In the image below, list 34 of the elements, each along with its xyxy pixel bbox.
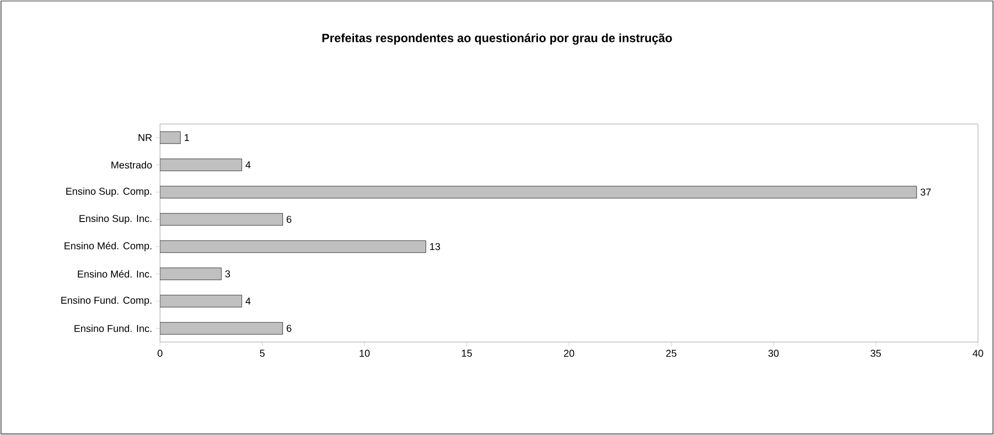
- data-label: 6: [286, 324, 292, 332]
- x-tick-label: 20: [564, 350, 574, 357]
- x-tick-label: 25: [666, 350, 676, 357]
- data-label: 4: [246, 161, 251, 168]
- data-label: 13: [430, 243, 440, 250]
- y-tick-label: Ensino Fund. Comp.: [61, 296, 152, 306]
- y-tick-label: Ensino Méd. Comp.: [64, 242, 152, 252]
- bar: [160, 240, 426, 253]
- x-tick-label: 15: [462, 350, 472, 357]
- bar: [160, 158, 242, 172]
- x-tick-label: 10: [360, 350, 370, 357]
- x-tick-label: 35: [870, 350, 881, 357]
- data-label: 37: [920, 188, 931, 196]
- y-tick-label: Ensino Sup. Comp.: [66, 187, 152, 197]
- x-tick-label: 30: [768, 350, 779, 357]
- bar: [160, 294, 242, 308]
- y-tick-label: Ensino Méd. Inc.: [78, 270, 152, 278]
- bar: [160, 322, 283, 335]
- bar: [160, 268, 222, 280]
- y-tick-label: Mestrado: [112, 161, 152, 169]
- x-tick-label: 5: [260, 350, 265, 357]
- data-label: 3: [225, 270, 230, 278]
- bar: [160, 131, 181, 144]
- data-label: 4: [246, 298, 251, 305]
- bar: [160, 213, 283, 226]
- y-tick-label: Ensino Fund. Inc.: [74, 324, 152, 332]
- bar: [160, 186, 917, 198]
- data-label: 6: [286, 216, 292, 223]
- x-tick-label: 0: [158, 350, 162, 357]
- y-tick-label: NR: [138, 134, 152, 142]
- data-label: 1: [184, 134, 190, 142]
- y-tick-label: Ensino Sup. Inc.: [80, 214, 152, 224]
- chart-title: Prefeitas respondentes ao questionário por grau de instrução: [322, 33, 672, 45]
- x-tick-label: 40: [972, 350, 984, 357]
